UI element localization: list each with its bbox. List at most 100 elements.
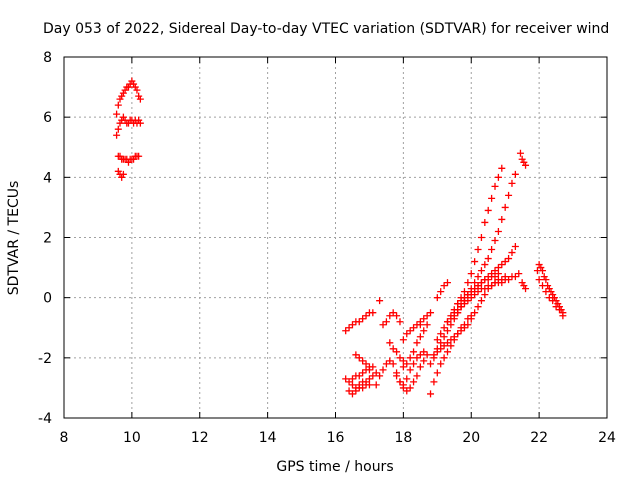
data-point-marker: [342, 375, 350, 383]
data-point-marker: [420, 357, 428, 365]
data-point-marker: [410, 348, 418, 356]
data-point-marker: [443, 327, 451, 335]
series-track-g: [379, 309, 404, 329]
data-point-marker: [406, 384, 414, 392]
data-point-marker: [491, 273, 499, 281]
data-point-marker: [481, 218, 489, 226]
data-point-marker: [457, 327, 465, 335]
data-point-marker: [481, 261, 489, 269]
data-point-marker: [389, 360, 397, 368]
data-point-marker: [433, 336, 441, 344]
series-track-w: [516, 149, 530, 169]
data-point-marker: [457, 303, 465, 311]
data-point-marker: [416, 321, 424, 329]
data-point-marker: [464, 279, 472, 287]
data-point-marker: [511, 243, 519, 251]
data-point-marker: [484, 206, 492, 214]
data-point-marker: [488, 194, 496, 202]
data-point-marker: [443, 279, 451, 287]
series-track-m: [406, 351, 431, 392]
data-point-marker: [433, 345, 441, 353]
data-point-marker: [460, 324, 468, 332]
data-point-marker: [345, 387, 353, 395]
series-track-y: [535, 261, 567, 317]
data-point-marker: [369, 372, 377, 380]
data-point-marker: [516, 149, 524, 157]
data-point-marker: [413, 372, 421, 380]
data-point-marker: [430, 351, 438, 359]
data-point-marker: [406, 354, 414, 362]
data-point-marker: [437, 339, 445, 347]
data-point-marker: [494, 173, 502, 181]
data-point-marker: [498, 164, 506, 172]
data-point-marker: [136, 119, 144, 127]
data-point-marker: [488, 246, 496, 254]
data-point-marker: [410, 378, 418, 386]
data-point-marker: [494, 270, 502, 278]
series-track-d: [345, 381, 373, 398]
data-point-marker: [430, 378, 438, 386]
data-point-marker: [450, 333, 458, 341]
series-track-h: [386, 339, 407, 365]
data-point-marker: [511, 170, 519, 178]
data-point-marker: [501, 203, 509, 211]
data-point-marker: [549, 297, 557, 305]
data-point-marker: [501, 258, 509, 266]
data-point-marker: [559, 312, 567, 320]
data-points: [113, 77, 567, 398]
data-point-marker: [403, 330, 411, 338]
data-point-marker: [113, 110, 121, 118]
data-point-marker: [545, 294, 553, 302]
x-tick-label: 10: [123, 430, 141, 446]
data-point-marker: [491, 182, 499, 190]
data-point-marker: [389, 309, 397, 317]
data-point-marker: [348, 390, 356, 398]
data-point-marker: [119, 170, 127, 178]
data-point-marker: [355, 372, 363, 380]
data-point-marker: [505, 191, 513, 199]
series-early-cluster-mid: [113, 113, 144, 139]
data-point-marker: [342, 327, 350, 335]
data-point-marker: [488, 270, 496, 278]
y-axis-label: SDTVAR / TECUs: [6, 181, 22, 296]
x-tick-label: 14: [259, 430, 277, 446]
data-point-marker: [410, 324, 418, 332]
data-point-marker: [427, 360, 435, 368]
series-early-cluster-top: [113, 77, 144, 118]
data-point-marker: [359, 384, 367, 392]
data-point-marker: [113, 131, 121, 139]
data-point-marker: [416, 363, 424, 371]
series-early-cluster-bottom: [114, 167, 127, 181]
data-point-marker: [498, 261, 506, 269]
data-point-marker: [393, 348, 401, 356]
data-point-marker: [352, 351, 360, 359]
data-point-marker: [379, 366, 387, 374]
data-point-marker: [396, 354, 404, 362]
data-point-marker: [457, 297, 465, 305]
x-tick-label: 20: [462, 430, 480, 446]
data-point-marker: [406, 366, 414, 374]
data-point-marker: [508, 179, 516, 187]
data-point-marker: [474, 288, 482, 296]
data-point-marker: [477, 279, 485, 287]
data-point-marker: [464, 321, 472, 329]
data-point-marker: [467, 315, 475, 323]
data-point-marker: [515, 270, 523, 278]
x-tick-label: 8: [60, 430, 69, 446]
data-point-marker: [474, 273, 482, 281]
series-track-e: [352, 351, 373, 371]
data-point-marker: [533, 267, 541, 275]
data-point-marker: [355, 318, 363, 326]
data-point-marker: [460, 300, 468, 308]
data-point-marker: [511, 273, 519, 281]
data-point-marker: [542, 288, 550, 296]
series-track-n: [416, 309, 435, 329]
data-point-marker: [420, 315, 428, 323]
data-point-marker: [505, 276, 513, 284]
data-point-marker: [416, 333, 424, 341]
data-point-marker: [491, 267, 499, 275]
data-point-marker: [393, 372, 401, 380]
data-point-marker: [345, 324, 353, 332]
data-point-marker: [433, 294, 441, 302]
